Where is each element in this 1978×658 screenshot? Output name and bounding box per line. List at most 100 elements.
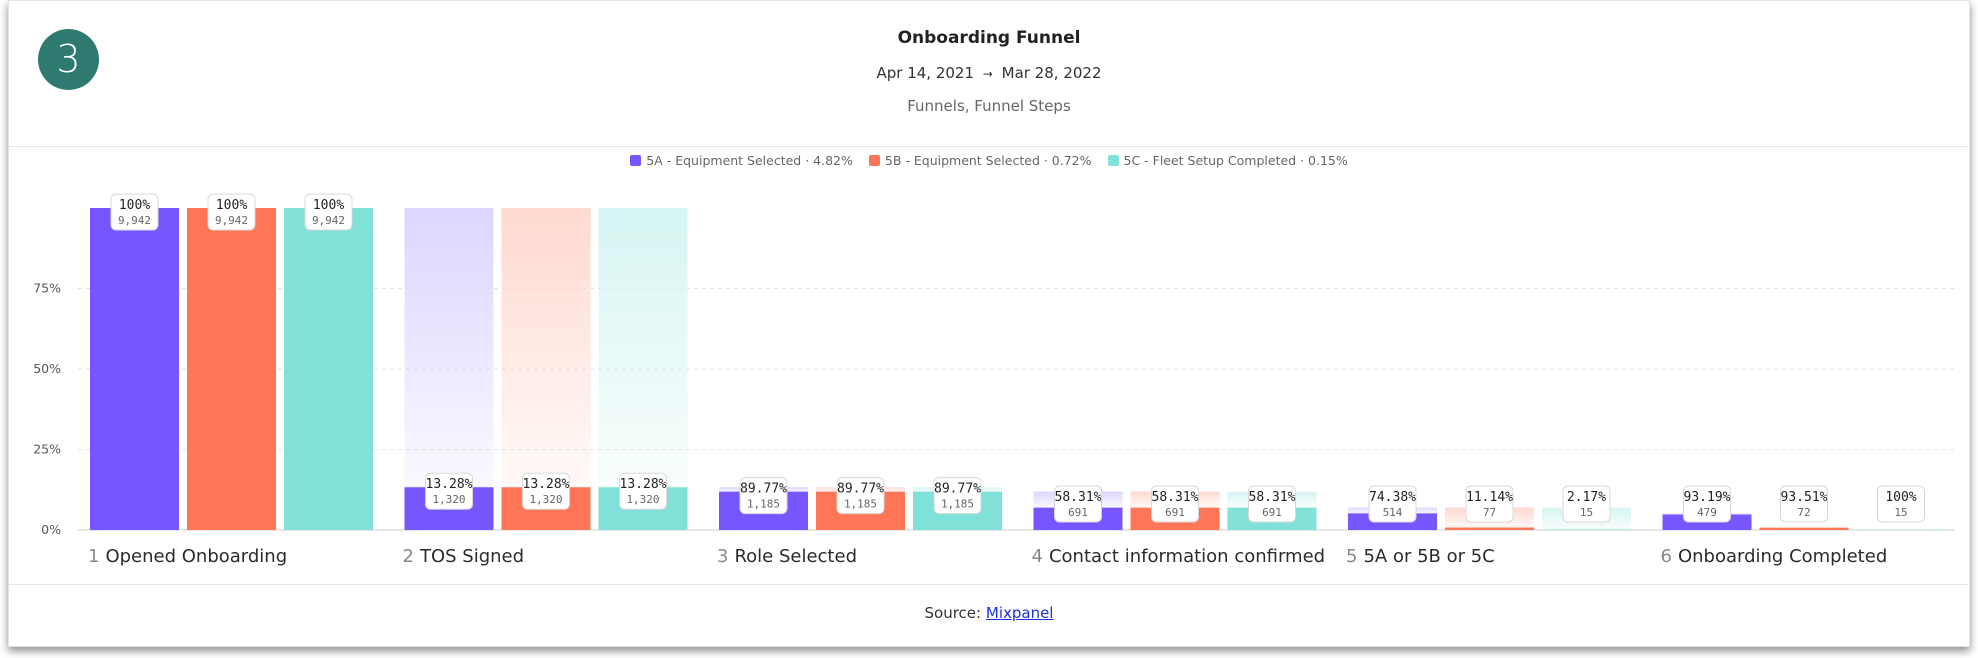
data-label-box	[1780, 485, 1828, 523]
count-label: 1,185	[941, 498, 974, 511]
arrow-right-icon: →	[982, 67, 993, 81]
data-label-box	[1877, 485, 1925, 523]
bar	[90, 208, 179, 530]
step-label: 1 Opened Onboarding	[88, 546, 287, 567]
conversion-label: 100%	[119, 198, 150, 213]
conversion-label: 89.77%	[934, 482, 981, 497]
header-divider	[8, 146, 1968, 147]
footer-divider	[8, 584, 1968, 585]
data-label-box	[110, 193, 159, 231]
dropoff-bar	[598, 208, 688, 488]
step-label: 2 TOS Signed	[403, 546, 525, 567]
legend-rate-5c: 0.15%	[1308, 153, 1348, 168]
legend-swatch-5b	[868, 155, 880, 166]
bar	[187, 208, 276, 530]
conversion-label: 11.14%	[1466, 490, 1513, 505]
legend-rate-5b: 0.72%	[1051, 153, 1092, 168]
bar	[284, 208, 373, 530]
legend-item-5a[interactable]: 5A - Equipment Selected · 4.82%	[630, 153, 853, 168]
y-tick-label: 25%	[33, 442, 61, 457]
footer: Source: Mixpanel	[0, 604, 1978, 622]
conversion-label: 74.38%	[1369, 490, 1416, 505]
legend-item-5b[interactable]: 5B - Equipment Selected · 0.72%	[868, 153, 1092, 168]
bar	[1445, 527, 1534, 530]
count-label: 691	[1165, 506, 1185, 519]
dropoff-bar	[501, 208, 591, 488]
step-number: 2	[402, 546, 414, 567]
date-start: Apr 14, 2021	[876, 64, 974, 82]
legend-rate-5a: 4.82%	[813, 153, 853, 168]
legend: 5A - Equipment Selected · 4.82% 5B - Equ…	[0, 153, 1978, 168]
count-label: 1,320	[432, 493, 465, 506]
data-label-box	[1151, 485, 1199, 523]
legend-label-5a: 5A - Equipment Selected	[646, 153, 802, 168]
conversion-label: 100%	[313, 198, 344, 213]
count-label: 1,185	[747, 498, 780, 511]
bar	[1856, 529, 1946, 531]
step-number: 6	[1660, 546, 1672, 567]
data-label-box	[933, 477, 982, 515]
count-label: 479	[1697, 506, 1717, 519]
step-number: 1	[88, 546, 100, 567]
source-label: Source:	[924, 604, 982, 622]
y-tick-label: 0%	[41, 522, 61, 537]
count-label: 15	[1580, 506, 1593, 519]
y-tick-label: 75%	[33, 281, 61, 296]
count-label: 1,185	[844, 498, 877, 511]
conversion-label: 2.17%	[1567, 490, 1606, 505]
bar	[1759, 527, 1849, 530]
conversion-label: 13.28%	[523, 477, 570, 492]
y-tick-label: 50%	[33, 361, 61, 376]
legend-label-5b: 5B - Equipment Selected	[884, 153, 1040, 168]
data-label-box	[522, 472, 570, 510]
conversion-label: 89.77%	[740, 482, 787, 497]
dropoff-bar	[404, 208, 494, 488]
step-label: 5 5A or 5B or 5C	[1346, 546, 1495, 567]
source-link[interactable]: Mixpanel	[985, 604, 1054, 622]
conversion-label: 13.28%	[620, 477, 667, 492]
step-name: Onboarding Completed	[1677, 546, 1888, 567]
conversion-label: 89.77%	[837, 482, 884, 497]
step-number: 5	[1346, 546, 1358, 567]
step-name: Role Selected	[734, 546, 857, 567]
step-number: 3	[717, 546, 729, 567]
step-name: TOS Signed	[419, 546, 525, 567]
data-label-box	[304, 193, 353, 231]
date-end: Mar 28, 2022	[1001, 64, 1102, 82]
legend-swatch-5c	[1107, 155, 1119, 166]
step-name: Contact information confirmed	[1048, 546, 1326, 567]
conversion-label: 100%	[1885, 490, 1916, 505]
count-label: 1,320	[529, 493, 562, 506]
data-label-box	[207, 193, 256, 231]
conversion-label: 93.51%	[1781, 490, 1828, 505]
step-name: Opened Onboarding	[105, 546, 288, 567]
step-name: 5A or 5B or 5C	[1363, 546, 1495, 567]
legend-item-5c[interactable]: 5C - Fleet Setup Completed · 0.15%	[1107, 153, 1348, 168]
data-label-box	[1054, 485, 1102, 523]
step-label: 6 Onboarding Completed	[1661, 546, 1888, 567]
conversion-label: 13.28%	[426, 477, 473, 492]
count-label: 15	[1894, 506, 1907, 519]
data-label-box	[425, 472, 473, 510]
data-label-box	[619, 472, 667, 510]
legend-swatch-5a	[630, 155, 642, 166]
data-label-box	[739, 477, 788, 515]
step-badge: 3	[38, 29, 99, 90]
legend-label-5c: 5C - Fleet Setup Completed	[1123, 153, 1297, 168]
count-label: 9,942	[215, 214, 248, 227]
conversion-label: 93.19%	[1684, 490, 1731, 505]
count-label: 691	[1068, 506, 1088, 519]
data-label-box	[836, 477, 885, 515]
chart-title: Onboarding Funnel	[897, 28, 1081, 48]
conversion-label: 100%	[216, 198, 247, 213]
conversion-label: 58.31%	[1055, 490, 1102, 505]
data-label-box	[1562, 485, 1611, 523]
chart-subtitle: Funnels, Funnel Steps	[907, 97, 1071, 115]
count-label: 514	[1383, 506, 1403, 519]
conversion-label: 58.31%	[1152, 490, 1199, 505]
count-label: 72	[1797, 506, 1810, 519]
conversion-label: 58.31%	[1249, 490, 1296, 505]
count-label: 77	[1483, 506, 1496, 519]
data-label-box	[1465, 485, 1514, 523]
